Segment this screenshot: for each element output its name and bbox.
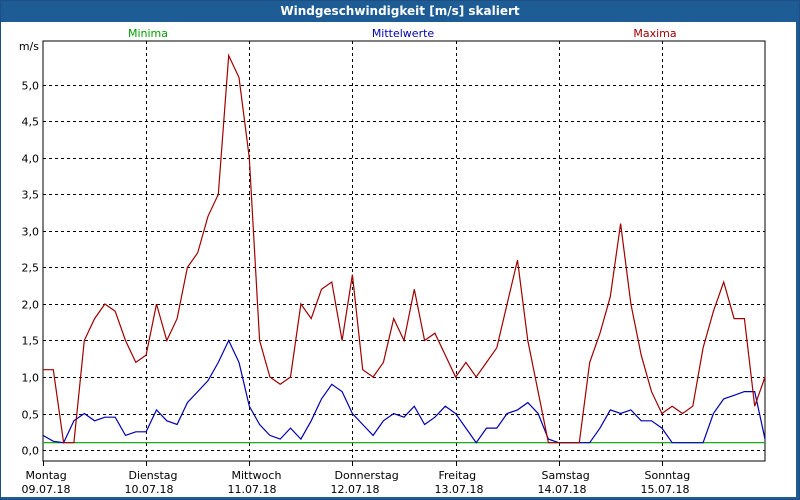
legend-entry-mittelwerte: Mittelwerte xyxy=(372,27,435,40)
x-tick-label-date: 12.07.18 xyxy=(331,483,380,496)
window-right-border xyxy=(796,22,799,499)
plot-frame xyxy=(42,40,766,462)
y-axis-label: m/s xyxy=(19,40,39,53)
window-title: Windgeschwindigkeit [m/s] skaliert xyxy=(1,1,799,22)
x-tick-label-day: Mittwoch xyxy=(232,469,282,482)
x-tick-label-date: 15.07.18 xyxy=(641,483,690,496)
legend-entry-maxima: Maxima xyxy=(633,27,676,40)
x-tick-label-day: Montag xyxy=(26,469,67,482)
y-tick-label: 4,0 xyxy=(22,153,40,166)
y-tick-label: 2,0 xyxy=(22,299,40,312)
y-tick-label: 3,5 xyxy=(22,189,40,202)
x-tick-label-date: 11.07.18 xyxy=(228,483,277,496)
y-tick-label: 2,5 xyxy=(22,262,40,275)
x-tick-label-day: Donnerstag xyxy=(335,469,399,482)
y-tick-label: 1,5 xyxy=(22,335,40,348)
y-tick-label: 0,5 xyxy=(22,409,40,422)
y-tick-label: 3,0 xyxy=(22,226,40,239)
x-tick-label-day: Freitag xyxy=(439,469,477,482)
x-tick-label-date: 09.07.18 xyxy=(22,483,71,496)
series-line-mittelwerte xyxy=(42,339,766,444)
window-bottom-border xyxy=(1,497,799,499)
y-tick-label: 4,5 xyxy=(22,116,40,129)
y-tick-label: 1,0 xyxy=(22,372,40,385)
y-tick-label: 0,0 xyxy=(22,445,40,458)
series-line-maxima xyxy=(43,53,766,444)
x-tick-label-date: 14.07.18 xyxy=(538,483,587,496)
x-tick-label-day: Dienstag xyxy=(129,469,178,482)
legend-entry-minima: Minima xyxy=(128,27,168,40)
x-tick-label-date: 10.07.18 xyxy=(125,483,174,496)
x-tick-label-day: Sonntag xyxy=(645,469,691,482)
wind-speed-chart: 0,0 0,5 1,0 1,5 2,0 2,5 3,0 3,5 4,0 4,5 5,0 m/s Mont… xyxy=(19,27,766,496)
x-tick-label-day: Samstag xyxy=(542,469,590,482)
x-tick-label-date: 13.07.18 xyxy=(435,483,484,496)
y-tick-label: 5,0 xyxy=(22,80,40,93)
